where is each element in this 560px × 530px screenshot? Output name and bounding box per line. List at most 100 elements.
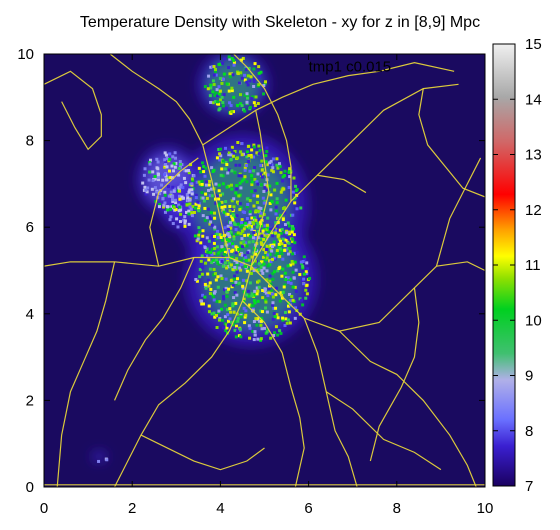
density-pixel bbox=[224, 328, 228, 332]
colorbar-tick-label: 13 bbox=[525, 147, 542, 164]
density-pixel bbox=[260, 310, 264, 314]
density-pixel bbox=[232, 197, 236, 201]
density-pixel bbox=[230, 249, 234, 253]
density-pixel bbox=[227, 153, 231, 157]
density-pixel bbox=[226, 224, 230, 228]
density-pixel bbox=[280, 188, 284, 192]
skeleton-filament bbox=[202, 62, 455, 146]
density-pixel bbox=[273, 331, 277, 335]
density-pixel bbox=[200, 299, 204, 303]
density-pixel bbox=[188, 188, 192, 192]
density-pixel bbox=[302, 255, 306, 259]
density-pixel bbox=[245, 80, 249, 84]
density-pixel bbox=[235, 293, 239, 297]
density-pixel bbox=[263, 186, 267, 190]
density-pixel bbox=[228, 209, 232, 213]
density-pixel bbox=[287, 170, 291, 174]
density-pixel bbox=[276, 269, 280, 273]
density-pixel bbox=[242, 240, 246, 244]
density-pixel bbox=[175, 215, 179, 219]
density-pixel bbox=[293, 260, 297, 264]
density-pixel bbox=[203, 295, 207, 299]
density-pixel bbox=[211, 101, 215, 105]
density-pixel bbox=[251, 240, 255, 244]
density-pixel bbox=[291, 224, 295, 228]
density-pixel bbox=[234, 301, 238, 305]
density-pixel bbox=[204, 286, 208, 290]
density-pixel bbox=[220, 276, 224, 280]
density-pixel bbox=[219, 307, 223, 311]
density-pixel bbox=[260, 168, 264, 172]
density-pixel bbox=[277, 217, 281, 221]
density-pixel bbox=[249, 267, 253, 271]
density-pixel bbox=[194, 202, 198, 206]
density-pixel bbox=[173, 156, 177, 160]
density-pixel bbox=[236, 222, 240, 226]
density-pixel bbox=[256, 223, 260, 227]
density-pixel bbox=[174, 208, 178, 212]
density-pixel bbox=[232, 277, 236, 281]
density-pixel bbox=[245, 259, 249, 263]
density-pixel bbox=[225, 294, 229, 298]
density-pixel bbox=[271, 257, 275, 261]
density-pixel bbox=[188, 205, 192, 209]
density-pixel bbox=[253, 293, 257, 297]
density-pixel bbox=[219, 173, 223, 177]
density-pixel bbox=[227, 184, 231, 188]
density-pixel bbox=[286, 252, 290, 256]
density-pixel bbox=[266, 294, 270, 298]
density-pixel bbox=[250, 180, 254, 184]
density-pixel bbox=[211, 258, 215, 262]
density-pixel bbox=[238, 202, 242, 206]
skeleton-filament bbox=[303, 317, 358, 487]
density-pixel bbox=[266, 216, 270, 220]
density-pixel bbox=[169, 190, 173, 194]
density-pixel bbox=[288, 232, 292, 236]
density-pixel bbox=[239, 102, 243, 106]
density-pixel bbox=[213, 246, 217, 250]
density-pixel bbox=[255, 200, 259, 204]
density-pixel bbox=[191, 205, 195, 209]
density-pixel bbox=[240, 142, 244, 146]
density-pixel bbox=[203, 174, 207, 178]
density-pixel bbox=[190, 192, 194, 196]
density-pixel bbox=[259, 70, 263, 74]
density-pixel bbox=[267, 291, 271, 295]
density-pixel bbox=[279, 331, 283, 335]
density-pixel bbox=[252, 145, 256, 149]
density-pixel bbox=[257, 262, 261, 266]
density-pixel bbox=[292, 233, 296, 237]
density-pixel bbox=[239, 174, 243, 178]
density-pixel bbox=[265, 184, 269, 188]
density-pixel bbox=[243, 315, 247, 319]
density-pixel bbox=[217, 102, 221, 106]
density-pixel bbox=[266, 230, 270, 234]
density-pixel bbox=[216, 275, 220, 279]
density-pixel bbox=[267, 245, 271, 249]
density-pixel bbox=[263, 199, 267, 203]
density-pixel bbox=[257, 71, 261, 75]
density-pixel bbox=[209, 250, 213, 254]
density-pixel bbox=[153, 186, 157, 190]
density-pixel bbox=[252, 84, 256, 88]
density-pixel bbox=[157, 205, 161, 209]
density-pixel bbox=[165, 208, 169, 212]
density-pixel bbox=[168, 207, 172, 211]
density-pixel bbox=[256, 280, 260, 284]
density-pixel bbox=[276, 166, 280, 170]
density-pixel bbox=[251, 236, 255, 240]
density-pixel bbox=[265, 269, 269, 273]
density-pixel bbox=[262, 189, 266, 193]
density-pixel bbox=[197, 202, 201, 206]
density-pixel bbox=[243, 243, 247, 247]
density-pixel bbox=[255, 250, 259, 254]
density-pixel bbox=[285, 231, 289, 235]
density-pixel bbox=[291, 247, 295, 251]
density-pixel bbox=[213, 216, 217, 220]
density-pixel bbox=[255, 151, 259, 155]
density-pixel bbox=[238, 327, 242, 331]
density-pixel bbox=[266, 328, 270, 332]
density-pixel bbox=[288, 167, 292, 171]
density-pixel bbox=[222, 72, 226, 76]
density-pixel bbox=[155, 157, 159, 161]
